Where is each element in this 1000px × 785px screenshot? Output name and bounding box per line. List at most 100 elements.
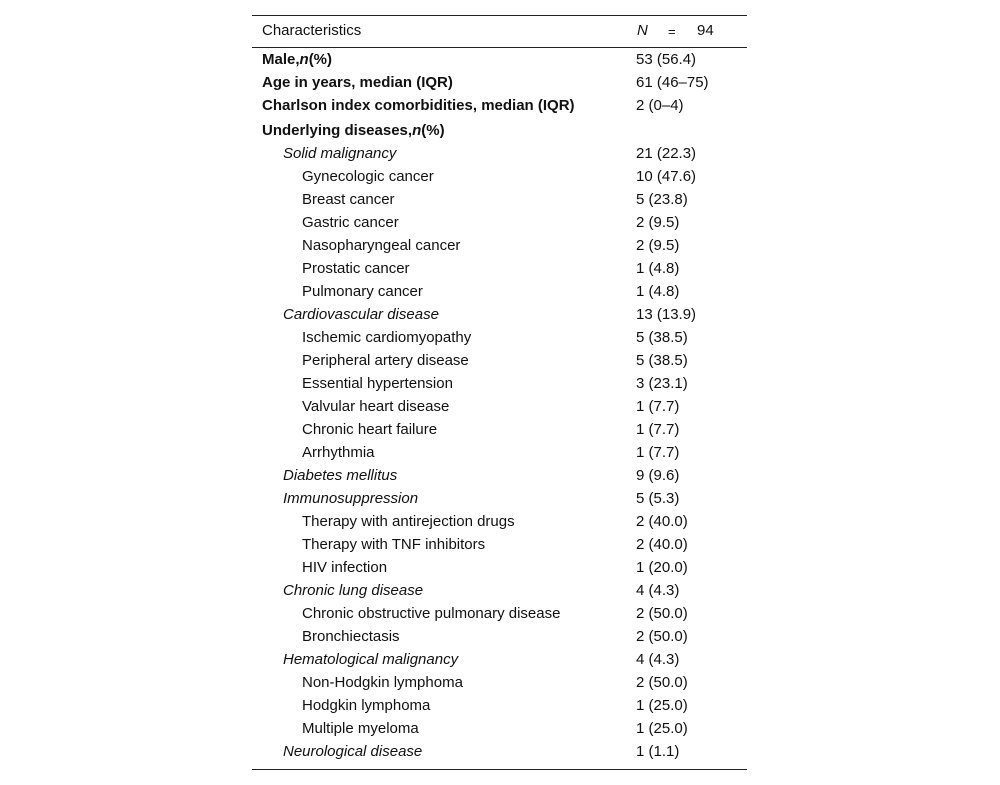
row-label: Hodgkin lymphoma <box>302 697 430 715</box>
header-rule <box>252 47 747 48</box>
row-value: 2 (0–4) <box>636 97 684 114</box>
row-value: 10 (47.6) <box>636 168 697 185</box>
bottom-rule <box>252 769 747 770</box>
label-text: Breast cancer <box>302 191 395 208</box>
row-value: 2 (40.0) <box>636 513 688 530</box>
label-text: Underlying diseases, <box>262 122 413 139</box>
row-value: 1 (20.0) <box>636 559 688 576</box>
label-text: Prostatic cancer <box>302 260 410 277</box>
row-value: 1 (25.0) <box>636 697 688 714</box>
label-text: Therapy with TNF inhibitors <box>302 536 486 553</box>
row-label: Pulmonary cancer <box>302 283 423 301</box>
row-label: Breast cancer <box>302 191 395 209</box>
row-value: 21 (22.3) <box>636 145 697 162</box>
row-label: Arrhythmia <box>302 444 375 462</box>
row-value: 4 (4.3) <box>636 651 680 668</box>
label-suffix: (%) <box>308 51 333 68</box>
row-value: 2 (50.0) <box>636 628 688 645</box>
label-text: Male, <box>262 51 300 68</box>
row-value: 1 (7.7) <box>636 421 680 438</box>
row-label: Gynecologic cancer <box>302 168 434 186</box>
row-label: Therapy with antirejection drugs <box>302 513 515 531</box>
label-n: n <box>299 51 309 68</box>
label-text: Non-Hodgkin lymphoma <box>302 674 463 691</box>
label-text: Immunosuppression <box>283 490 419 507</box>
row-label: Immunosuppression <box>283 490 418 508</box>
row-value: 53 (56.4) <box>636 51 697 68</box>
row-value: 2 (9.5) <box>636 214 680 231</box>
row-value: 1 (1.1) <box>636 743 680 760</box>
row-label: Gastric cancer <box>302 214 399 232</box>
row-value: 1 (4.8) <box>636 283 680 300</box>
row-label: Chronic heart failure <box>302 421 437 439</box>
header-n-value: 94 <box>697 22 714 39</box>
row-label: Chronic lung disease <box>283 582 423 600</box>
label-text: Gynecologic cancer <box>302 168 434 185</box>
label-n: n <box>412 122 422 139</box>
row-label: Prostatic cancer <box>302 260 410 278</box>
label-text: Peripheral artery disease <box>302 352 469 369</box>
label-text: HIV infection <box>302 559 388 576</box>
row-value: 1 (7.7) <box>636 398 680 415</box>
row-label: Nasopharyngeal cancer <box>302 237 460 255</box>
row-label: Chronic obstructive pulmonary disease <box>302 605 560 623</box>
row-label: Charlson index comorbidities, median (IQ… <box>262 97 575 115</box>
label-text: Diabetes mellitus <box>283 467 398 484</box>
row-value: 5 (5.3) <box>636 490 680 507</box>
row-value: 1 (25.0) <box>636 720 688 737</box>
row-label: Underlying diseases,n(%) <box>262 122 445 140</box>
label-text: Charlson index comorbidities, median (IQ… <box>262 97 575 114</box>
label-text: Cardiovascular disease <box>283 306 439 323</box>
row-label: Ischemic cardiomyopathy <box>302 329 471 347</box>
label-text: Therapy with antirejection drugs <box>302 513 515 530</box>
row-value: 1 (4.8) <box>636 260 680 277</box>
row-value: 5 (23.8) <box>636 191 688 208</box>
row-value: 1 (7.7) <box>636 444 680 461</box>
top-rule <box>252 15 747 16</box>
row-label: Bronchiectasis <box>302 628 400 646</box>
label-suffix: (%) <box>421 122 445 139</box>
row-value: 2 (50.0) <box>636 605 688 622</box>
row-value: 13 (13.9) <box>636 306 697 323</box>
label-text: Gastric cancer <box>302 214 399 231</box>
row-label: Neurological disease <box>283 743 422 761</box>
row-label: HIV infection <box>302 559 387 577</box>
row-value: 2 (9.5) <box>636 237 680 254</box>
row-value: 4 (4.3) <box>636 582 680 599</box>
row-value: 2 (40.0) <box>636 536 688 553</box>
label-text: Bronchiectasis <box>302 628 400 645</box>
label-text: Solid malignancy <box>283 145 397 162</box>
label-text: Ischemic cardiomyopathy <box>302 329 472 346</box>
row-label: Essential hypertension <box>302 375 453 393</box>
label-text: Multiple myeloma <box>302 720 419 737</box>
row-label: Valvular heart disease <box>302 398 449 416</box>
label-text: Chronic lung disease <box>283 582 424 599</box>
label-text: Hodgkin lymphoma <box>302 697 431 714</box>
label-text: Chronic obstructive pulmonary disease <box>302 605 561 622</box>
row-value: 5 (38.5) <box>636 352 688 369</box>
label-text: Neurological disease <box>283 743 423 760</box>
row-label: Solid malignancy <box>283 145 396 163</box>
row-label: Cardiovascular disease <box>283 306 439 324</box>
label-text: Pulmonary cancer <box>302 283 423 300</box>
label-text: Valvular heart disease <box>302 398 450 415</box>
header-n-symbol: N <box>637 22 648 39</box>
header-label: Characteristics <box>262 22 362 39</box>
row-value: 61 (46–75) <box>636 74 709 91</box>
label-text: Essential hypertension <box>302 375 453 392</box>
label-text: Age in years, median (IQR) <box>262 74 453 91</box>
label-text: Hematological malignancy <box>283 651 459 668</box>
row-label: Diabetes mellitus <box>283 467 397 485</box>
header-equals: = <box>668 24 676 39</box>
row-label: Non-Hodgkin lymphoma <box>302 674 463 692</box>
row-label: Hematological malignancy <box>283 651 458 669</box>
row-label: Male,n(%) <box>262 51 332 69</box>
row-label: Peripheral artery disease <box>302 352 469 370</box>
label-text: Chronic heart failure <box>302 421 438 438</box>
row-value: 5 (38.5) <box>636 329 688 346</box>
row-label: Therapy with TNF inhibitors <box>302 536 485 554</box>
row-label: Age in years, median (IQR) <box>262 74 453 92</box>
row-label: Multiple myeloma <box>302 720 419 738</box>
row-value: 3 (23.1) <box>636 375 688 392</box>
